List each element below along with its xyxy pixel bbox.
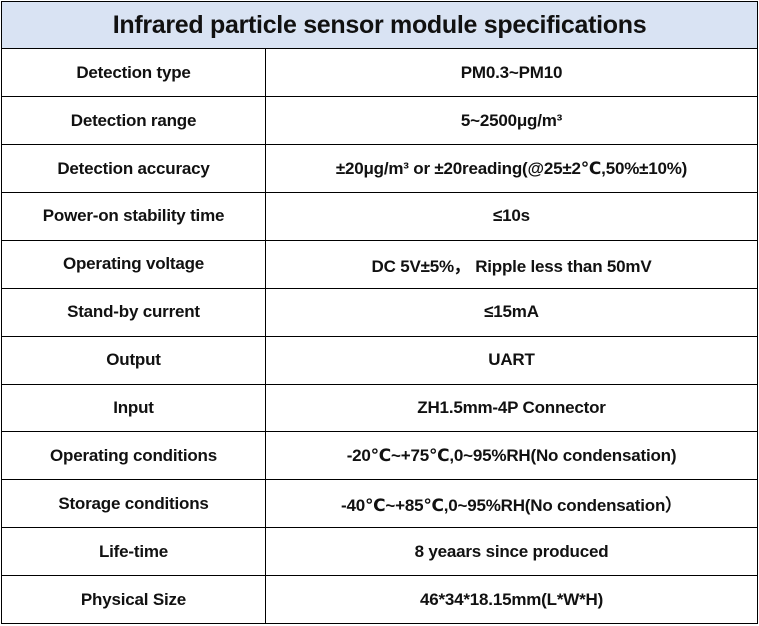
row-label: Stand-by current: [1, 287, 266, 337]
row-value: DC 5V±5%， Ripple less than 50mV: [265, 239, 758, 289]
table-row-life-time: Life-time 8 yeaars since produced: [1, 527, 758, 577]
row-label: Storage conditions: [1, 479, 266, 529]
row-label: Physical Size: [1, 575, 266, 624]
table-row-input: Input ZH1.5mm-4P Connector: [1, 383, 758, 433]
row-value: UART: [265, 335, 758, 385]
row-value: ≤15mA: [265, 287, 758, 337]
table-title-row: Infrared particle sensor module specific…: [1, 0, 758, 50]
row-label: Detection accuracy: [1, 144, 266, 193]
row-label: Operating conditions: [1, 431, 266, 481]
row-value: 8 yeaars since produced: [265, 527, 758, 577]
row-label: Life-time: [1, 527, 266, 577]
row-value: ZH1.5mm-4P Connector: [265, 383, 758, 433]
row-label: Detection type: [1, 48, 266, 98]
row-value: PM0.3~PM10: [265, 48, 758, 98]
table-row-operating-conditions: Operating conditions -20℃~+75℃,0~95%RH(N…: [1, 431, 758, 481]
row-value: ±20μg/m³ or ±20reading(@25±2℃,50%±10%): [265, 144, 758, 193]
row-value: -40℃~+85℃,0~95%RH(No condensation）: [265, 479, 758, 529]
table-row-detection-accuracy: Detection accuracy ±20μg/m³ or ±20readin…: [1, 144, 758, 193]
row-value: 5~2500μg/m³: [265, 96, 758, 146]
table-row-detection-range: Detection range 5~2500μg/m³: [1, 96, 758, 146]
table-row-operating-voltage: Operating voltage DC 5V±5%， Ripple less …: [1, 239, 758, 289]
row-label: Output: [1, 335, 266, 385]
row-label: Input: [1, 383, 266, 433]
table-row-output: Output UART: [1, 335, 758, 385]
row-label: Power-on stability time: [1, 191, 266, 241]
row-label: Operating voltage: [1, 239, 266, 289]
row-label: Detection range: [1, 96, 266, 146]
table-title: Infrared particle sensor module specific…: [1, 0, 758, 50]
row-value: 46*34*18.15mm(L*W*H): [265, 575, 758, 624]
table-row-stand-by-current: Stand-by current ≤15mA: [1, 287, 758, 337]
table-row-physical-size: Physical Size 46*34*18.15mm(L*W*H): [1, 575, 758, 624]
table-row-power-on-stability-time: Power-on stability time ≤10s: [1, 191, 758, 241]
table-row-detection-type: Detection type PM0.3~PM10: [1, 48, 758, 98]
row-value: -20℃~+75℃,0~95%RH(No condensation): [265, 431, 758, 481]
table-row-storage-conditions: Storage conditions -40℃~+85℃,0~95%RH(No …: [1, 479, 758, 529]
row-value: ≤10s: [265, 191, 758, 241]
